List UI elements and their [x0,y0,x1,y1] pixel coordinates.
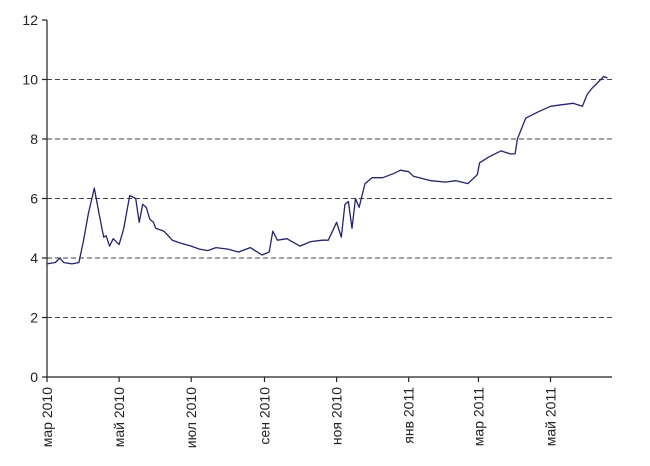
x-tick-label: янв 2011 [401,387,417,444]
y-tick-label: 8 [30,131,38,147]
x-tick-label: мар 2010 [39,387,55,447]
y-tick-label: 4 [30,250,38,266]
x-tick-label: май 2011 [543,387,559,446]
series-line [46,75,608,265]
x-tick-label: сен 2010 [256,387,272,445]
x-tick-label: май 2010 [111,387,127,447]
y-tick-label: 0 [30,369,38,385]
y-tick-label: 6 [30,191,38,207]
gridlines [47,79,612,318]
y-tick-label: 2 [30,310,38,326]
x-tick-label: июл 2010 [183,387,199,448]
x-tick-label: ноя 2010 [329,387,345,445]
y-tick-label: 10 [22,72,38,88]
x-axis-ticks: мар 2010 май 2010 июл 2010 сен 2010 ноя 2010… [39,377,559,448]
y-tick-label: 12 [22,12,38,28]
y-axis-ticks: 0 2 4 6 8 10 12 [22,12,47,385]
x-tick-label: мар 2011 [470,387,486,446]
